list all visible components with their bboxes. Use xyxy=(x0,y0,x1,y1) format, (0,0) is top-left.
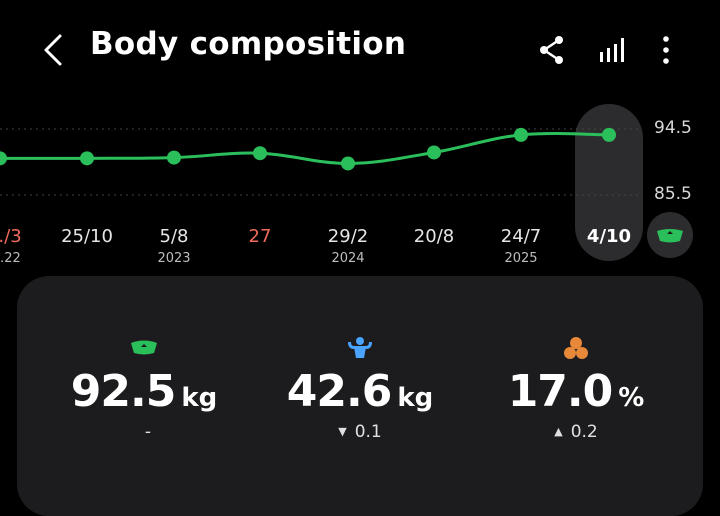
data-point[interactable] xyxy=(514,127,528,142)
x-tick-label[interactable]: …/3 xyxy=(0,226,22,247)
x-tick-label[interactable]: 29/2 xyxy=(327,226,369,247)
y-tick-label-min: 85.5 xyxy=(654,184,692,204)
x-tick-label[interactable]: 27 xyxy=(248,226,272,247)
x-tick-label[interactable]: 5/8 xyxy=(159,226,189,247)
metrics-card[interactable] xyxy=(17,276,703,516)
weight-trend-chart[interactable] xyxy=(0,100,720,270)
body-fat-value: 17.0 xyxy=(507,366,614,417)
series-line xyxy=(0,131,610,165)
body-fat-delta: ▲ 0.2 xyxy=(554,422,598,442)
muscle-unit: kg xyxy=(397,383,434,413)
body-fat-icon xyxy=(564,337,588,359)
data-point[interactable] xyxy=(341,156,355,171)
weight-delta: - xyxy=(144,422,152,442)
scale-icon xyxy=(657,229,683,243)
year-label: 2024 xyxy=(331,251,365,266)
muscle-value: 42.6 xyxy=(286,366,393,417)
weight-metric[interactable]: 92.5 kg - xyxy=(34,336,254,442)
year-label: 2025 xyxy=(504,251,538,266)
x-tick-label[interactable]: 20/8 xyxy=(413,226,455,247)
year-label: …22 xyxy=(0,251,21,266)
x-tick-label-selected[interactable]: 4/10 xyxy=(586,226,632,247)
data-point[interactable] xyxy=(427,145,441,160)
data-point[interactable] xyxy=(0,151,7,166)
back-arrow-icon[interactable] xyxy=(36,28,76,72)
muscle-delta: ▼ 0.1 xyxy=(338,422,382,442)
data-point[interactable] xyxy=(167,150,181,165)
data-point[interactable] xyxy=(80,151,94,166)
page-title: Body composition xyxy=(90,26,407,62)
weight-value: 92.5 xyxy=(70,366,177,417)
bar-chart-icon[interactable] xyxy=(592,30,632,70)
data-point[interactable] xyxy=(253,146,267,161)
skeletal-muscle-metric[interactable]: 42.6 kg ▼ 0.1 xyxy=(250,336,470,442)
year-label: 2023 xyxy=(157,251,191,266)
chart-canvas xyxy=(0,127,640,196)
weight-unit: kg xyxy=(181,383,218,413)
muscle-icon xyxy=(348,337,372,358)
body-fat-metric[interactable]: 17.0% ▲ 0.2 xyxy=(466,336,686,442)
share-icon[interactable] xyxy=(532,30,572,70)
x-tick-label[interactable]: 24/7 xyxy=(500,226,542,247)
data-point[interactable] xyxy=(602,127,616,142)
x-tick-label[interactable]: 25/10 xyxy=(61,226,113,247)
body-fat-unit: % xyxy=(618,383,645,413)
top-app-bar: Body composition xyxy=(0,0,720,100)
y-tick-label-max: 94.5 xyxy=(654,118,692,138)
scale-icon xyxy=(131,340,157,355)
more-vertical-icon[interactable] xyxy=(646,30,686,70)
scale-button[interactable] xyxy=(647,212,693,258)
